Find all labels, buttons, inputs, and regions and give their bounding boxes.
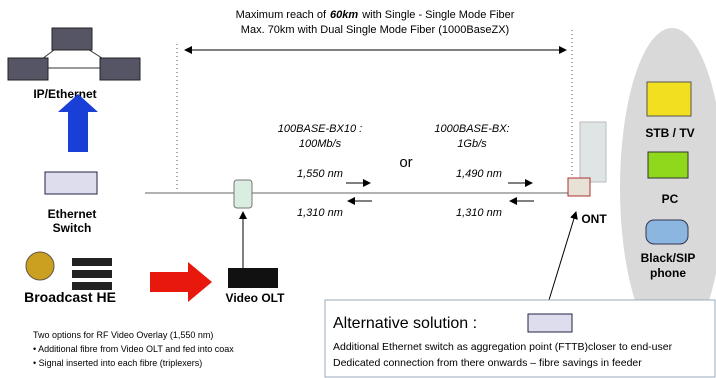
house bbox=[568, 178, 590, 196]
phone-label: phone bbox=[650, 266, 686, 280]
alt-line: Dedicated connection from there onwards … bbox=[333, 357, 642, 369]
alt-arrow bbox=[549, 212, 576, 300]
ip-network bbox=[8, 28, 140, 80]
broadcast-label: Broadcast HE bbox=[24, 289, 116, 305]
stb-label: STB / TV bbox=[645, 126, 694, 140]
switch-label: Ethernet bbox=[48, 207, 97, 221]
alt-switch-icon bbox=[528, 314, 572, 332]
reach-distance: 60km bbox=[330, 9, 358, 21]
ont-label: ONT bbox=[581, 212, 607, 226]
video-olt-icon bbox=[228, 268, 278, 288]
pc-icon bbox=[648, 152, 688, 178]
reach-suffix: with Single - Single Mode Fiber bbox=[361, 9, 515, 21]
broadcast-icon bbox=[26, 252, 112, 290]
phone-icon bbox=[646, 220, 688, 244]
building bbox=[580, 122, 606, 182]
diagram: Maximum reach of60kmwith Single - Single… bbox=[0, 0, 716, 378]
tv-icon bbox=[647, 82, 691, 116]
reach-prefix: Maximum reach of bbox=[236, 9, 327, 21]
phone-label: Black/SIP bbox=[641, 251, 696, 265]
alt-title: Alternative solution : bbox=[333, 315, 477, 332]
wavelength: 1,550 nm bbox=[297, 168, 343, 180]
wavelength: 1,490 nm bbox=[456, 168, 502, 180]
link-label: 1Gb/s bbox=[457, 138, 487, 150]
wavelength: 1,310 nm bbox=[297, 207, 343, 219]
ip-label: IP/Ethernet bbox=[33, 87, 96, 101]
note: • Additional fibre from Video OLT and fe… bbox=[33, 344, 234, 354]
reach-dual: Max. 70km with Dual Single Mode Fiber (1… bbox=[241, 24, 509, 36]
alt-line: Additional Ethernet switch as aggregatio… bbox=[333, 341, 673, 353]
note: Two options for RF Video Overlay (1,550 … bbox=[33, 330, 213, 340]
switch-icon bbox=[45, 172, 97, 194]
wavelength: 1,310 nm bbox=[456, 207, 502, 219]
splitter bbox=[234, 180, 252, 208]
switch-label: Switch bbox=[53, 221, 92, 235]
up-arrow bbox=[58, 94, 98, 152]
or-label: or bbox=[399, 154, 412, 171]
red-arrow bbox=[150, 262, 212, 302]
link-label: 100BASE-BX10 : bbox=[278, 123, 362, 135]
note: • Signal inserted into each fibre (tripl… bbox=[33, 358, 202, 368]
link-label: 100Mb/s bbox=[299, 138, 342, 150]
video-olt-label: Video OLT bbox=[226, 291, 286, 305]
pc-label: PC bbox=[662, 192, 679, 206]
link-label: 1000BASE-BX: bbox=[434, 123, 509, 135]
